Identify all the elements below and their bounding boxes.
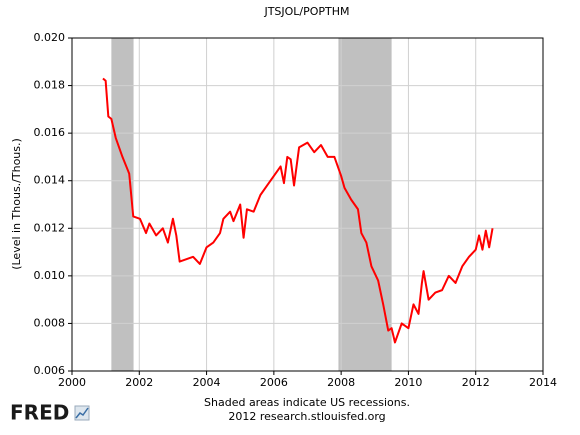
logo-icon xyxy=(74,405,90,421)
logo-box xyxy=(74,405,90,421)
x-tick-label: 2008 xyxy=(327,376,355,389)
y-tick-label: 0.008 xyxy=(34,316,66,329)
y-tick-label: 0.018 xyxy=(34,79,66,92)
logo: FRED xyxy=(10,401,69,425)
y-axis-label: (Level in Thous./Thous.) xyxy=(10,138,23,270)
note: 2012 research.stlouisfed.org xyxy=(228,410,385,423)
x-tick-label: 2006 xyxy=(260,376,288,389)
recession-band xyxy=(338,38,392,371)
x-tick-label: 2004 xyxy=(193,376,221,389)
x-tick-label: 2002 xyxy=(125,376,153,389)
x-tick-label: 2010 xyxy=(394,376,422,389)
plot-frame xyxy=(71,37,544,372)
y-tick-label: 0.016 xyxy=(34,126,66,139)
y-tick-label: 0.010 xyxy=(34,269,66,282)
plot-area xyxy=(72,38,543,371)
chart-title: JTSJOL/POPTHM xyxy=(263,5,349,18)
note: Shaded areas indicate US recessions. xyxy=(204,396,410,409)
y-tick-label: 0.006 xyxy=(34,364,66,377)
x-tick-label: 2000 xyxy=(58,376,86,389)
y-tick-label: 0.014 xyxy=(34,174,66,187)
x-tick-label: 2012 xyxy=(462,376,490,389)
data-line xyxy=(102,77,494,344)
x-tick-label: 2014 xyxy=(529,376,557,389)
y-tick-label: 0.012 xyxy=(34,221,66,234)
logo-line xyxy=(75,407,89,419)
recession-band xyxy=(111,38,134,371)
y-tick-label: 0.020 xyxy=(34,31,66,44)
